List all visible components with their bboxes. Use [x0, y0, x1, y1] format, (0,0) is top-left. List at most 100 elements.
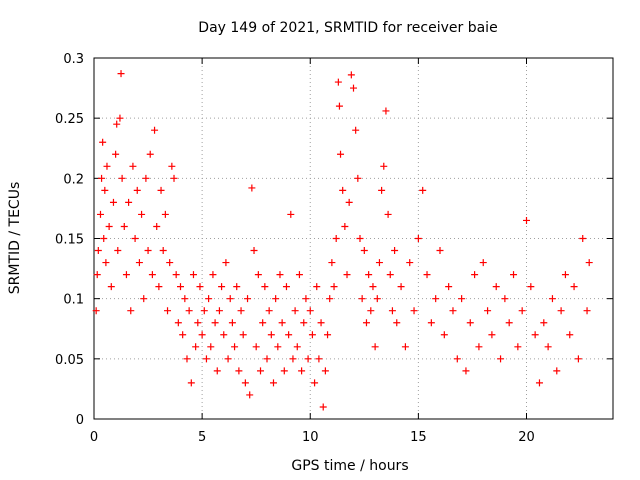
data-point: [263, 355, 271, 363]
data-point: [369, 283, 377, 291]
data-point: [497, 355, 505, 363]
data-point: [239, 331, 247, 339]
data-point: [375, 259, 383, 267]
data-point: [458, 295, 466, 303]
data-point: [579, 235, 587, 242]
y-axis-label: SRMTID / TECUs: [7, 182, 23, 295]
data-point: [205, 295, 213, 303]
data-point: [531, 331, 539, 339]
data-point: [321, 367, 329, 375]
data-point: [133, 186, 141, 194]
data-point: [337, 150, 345, 158]
data-point: [122, 271, 130, 279]
data-point: [367, 307, 375, 315]
data-point: [583, 307, 591, 315]
data-point: [308, 331, 316, 339]
data-point: [224, 355, 232, 363]
data-point: [302, 295, 310, 303]
data-point: [237, 307, 245, 315]
data-point: [192, 343, 200, 351]
data-point: [252, 343, 260, 351]
data-point: [103, 162, 111, 170]
data-point: [330, 283, 338, 291]
data-point: [151, 126, 159, 134]
data-point: [187, 379, 195, 387]
data-point: [211, 319, 219, 327]
data-point: [174, 319, 182, 327]
data-point: [129, 162, 137, 170]
data-point: [267, 331, 275, 339]
data-point: [101, 186, 109, 194]
data-point: [462, 367, 470, 375]
data-point: [391, 247, 399, 255]
data-point: [479, 259, 487, 267]
data-point: [92, 307, 100, 315]
data-point: [306, 307, 314, 315]
data-point: [276, 271, 284, 279]
data-point: [380, 162, 388, 170]
data-point: [339, 186, 347, 194]
data-point: [300, 319, 308, 327]
data-point: [93, 271, 101, 279]
data-point: [213, 367, 221, 375]
data-point: [335, 102, 343, 110]
data-point: [113, 120, 121, 128]
y-tick-label: 0.05: [55, 353, 84, 368]
data-point: [362, 319, 370, 327]
data-point: [406, 259, 414, 267]
data-point: [157, 186, 165, 194]
data-point: [419, 186, 427, 194]
data-point: [295, 271, 303, 279]
data-point: [102, 259, 110, 267]
data-point: [535, 379, 543, 387]
data-point: [527, 283, 535, 291]
data-point: [315, 355, 323, 363]
data-point: [345, 198, 353, 206]
x-tick-label: 0: [90, 430, 98, 445]
data-point: [388, 307, 396, 315]
data-point: [324, 331, 332, 339]
data-point: [125, 198, 133, 206]
data-point: [365, 271, 373, 279]
data-point: [328, 259, 336, 267]
data-point: [109, 198, 117, 206]
data-point: [131, 235, 139, 242]
data-point: [168, 162, 176, 170]
data-point: [202, 355, 210, 363]
data-point: [445, 283, 453, 291]
data-point: [471, 271, 479, 279]
data-point: [207, 343, 215, 351]
y-tick-label: 0: [76, 413, 84, 428]
data-point: [166, 259, 174, 267]
data-point: [378, 186, 386, 194]
axis-ticks: 0 0.05 0.1 0.15 0.2 0.25 0.3 0 5 10 15 20: [55, 52, 613, 445]
data-point: [228, 319, 236, 327]
data-point: [350, 84, 357, 92]
data-point: [548, 295, 556, 303]
data-point: [373, 295, 381, 303]
plot-frame: [93, 57, 614, 420]
data-point: [153, 222, 161, 230]
data-point: [142, 174, 150, 182]
data-point: [453, 355, 461, 363]
data-point: [179, 331, 187, 339]
data-point: [384, 210, 392, 218]
data-point: [313, 283, 321, 291]
data-point: [358, 295, 366, 303]
data-point: [282, 283, 290, 291]
data-point: [287, 210, 295, 218]
data-point: [354, 174, 362, 182]
data-point: [298, 367, 306, 375]
data-point: [218, 283, 226, 291]
data-point: [272, 295, 280, 303]
data-point: [561, 271, 569, 279]
data-point: [98, 174, 106, 182]
data-point: [304, 355, 312, 363]
data-point: [291, 307, 299, 315]
data-point: [540, 319, 548, 327]
data-point: [523, 216, 530, 224]
y-tick-label: 0.1: [63, 293, 84, 308]
y-tick-label: 0.3: [63, 52, 84, 67]
data-point: [222, 259, 230, 267]
data-point: [99, 138, 107, 146]
